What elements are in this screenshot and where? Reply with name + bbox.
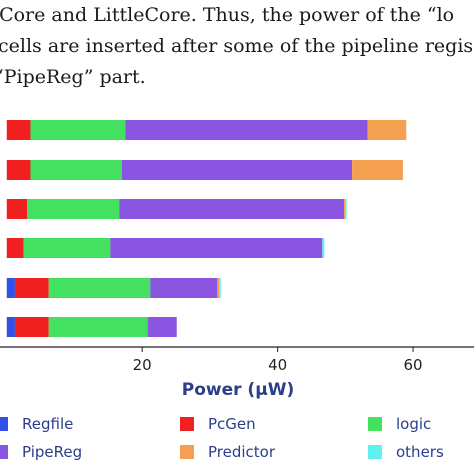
bar-5-segment-pipereg: [150, 278, 218, 298]
bar-6-segment-pcgen: [14, 317, 49, 337]
legend-swatch-others: [368, 445, 382, 459]
bar-6-segment-regfile: [6, 317, 15, 337]
legend: Regfile PcGen logic PipeReg Predictor others: [0, 415, 444, 461]
bar-6-segment-pipereg: [147, 317, 177, 337]
bar-5-segment-logic: [48, 278, 151, 298]
bar-5-segment-pcgen: [14, 278, 49, 298]
legend-label-regfile: Regfile: [22, 415, 73, 433]
legend-swatch-regfile: [0, 417, 8, 431]
bar-1-segment-logic: [30, 120, 126, 140]
legend-label-predictor: Predictor: [208, 443, 276, 461]
bar-2-segment-pipereg: [121, 160, 353, 180]
bar-3: [6, 199, 347, 219]
bar-5-segment-regfile: [6, 278, 15, 298]
legend-swatch-pcgen: [180, 417, 194, 431]
bar-4: [6, 238, 325, 258]
bar-3-segment-pipereg: [119, 199, 344, 219]
paragraph-text: rCore and LittleCore. Thus, the power of…: [0, 0, 474, 93]
bar-6: [6, 317, 177, 337]
x-axis-title: Power (μW): [182, 380, 294, 400]
legend-label-pipereg: PipeReg: [22, 443, 82, 461]
bar-5: [6, 278, 221, 298]
bar-1-segment-pipereg: [125, 120, 368, 140]
bar-1: [6, 120, 407, 140]
bar-2: [6, 160, 403, 180]
bar-3-segment-predictor: [343, 199, 346, 219]
bar-4-segment-others: [322, 238, 325, 258]
x-tick-label-40: 40: [268, 356, 287, 374]
bar-4-segment-logic: [23, 238, 111, 258]
legend-swatch-logic: [368, 417, 382, 431]
bar-5-segment-predictor: [217, 278, 220, 298]
x-tick-label-20: 20: [133, 356, 152, 374]
x-tick-label-60: 60: [404, 356, 423, 374]
bar-3-segment-pcgen: [6, 199, 28, 219]
bar-1-segment-predictor: [367, 120, 407, 140]
bar-4-segment-pipereg: [110, 238, 323, 258]
legend-label-pcgen: PcGen: [208, 415, 256, 433]
legend-label-others: others: [396, 443, 444, 461]
bar-5-segment-others: [219, 278, 221, 298]
bar-3-segment-others: [345, 199, 347, 219]
bar-6-segment-logic: [48, 317, 148, 337]
bar-2-segment-pcgen: [6, 160, 31, 180]
paragraph-line-2: cells are inserted after some of the pip…: [0, 35, 474, 57]
bar-2-segment-predictor: [352, 160, 403, 180]
paragraph-line-3: “PipeReg” part.: [0, 66, 146, 88]
paragraph-line-1: rCore and LittleCore. Thus, the power of…: [0, 4, 455, 26]
legend-label-logic: logic: [396, 415, 431, 433]
bar-3-segment-logic: [27, 199, 120, 219]
legend-swatch-pipereg: [0, 445, 8, 459]
bar-2-segment-logic: [30, 160, 122, 180]
bar-4-segment-pcgen: [6, 238, 24, 258]
bar-1-segment-pcgen: [6, 120, 31, 140]
legend-swatch-predictor: [180, 445, 194, 459]
